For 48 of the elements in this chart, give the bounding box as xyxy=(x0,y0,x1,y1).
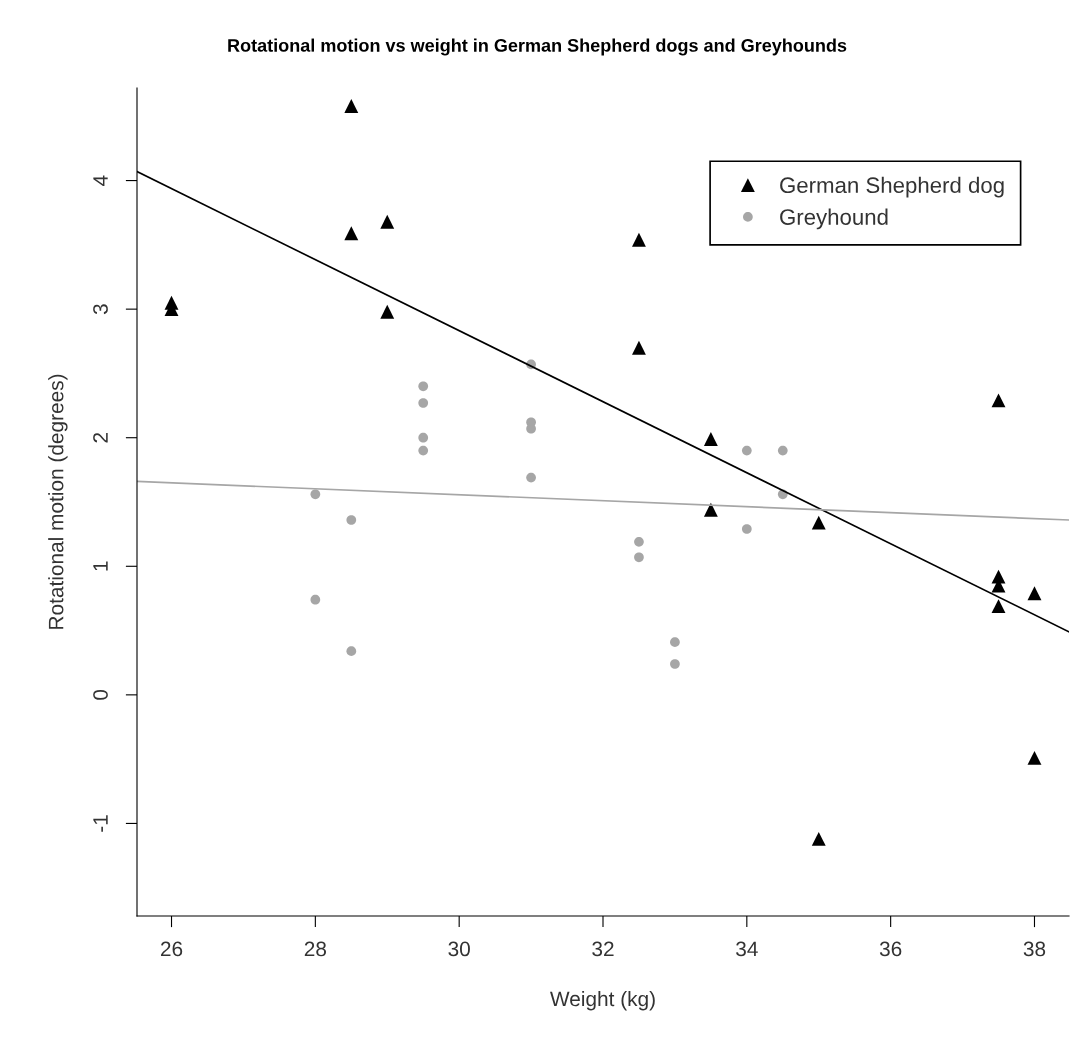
x-axis-title: Weight (kg) xyxy=(550,990,655,1011)
point xyxy=(670,637,680,647)
y-tick-label: 3 xyxy=(93,304,108,315)
x-tick-label: 30 xyxy=(448,941,470,957)
point xyxy=(310,489,321,500)
y-tick-label: 1 xyxy=(93,561,108,571)
point xyxy=(346,515,357,525)
x-tick-label: 32 xyxy=(592,941,614,957)
point xyxy=(310,594,321,605)
point xyxy=(380,214,395,229)
x-tick-label: 26 xyxy=(160,941,183,957)
point xyxy=(632,232,646,247)
x-tick-label: 34 xyxy=(736,941,758,957)
point xyxy=(741,445,752,456)
legend-label: German Shepherd dog xyxy=(780,176,1004,198)
point xyxy=(634,552,644,563)
x-tick-label: 28 xyxy=(304,941,327,957)
point xyxy=(1027,750,1042,765)
point xyxy=(380,304,395,319)
point xyxy=(632,340,646,355)
y-tick-label: 4 xyxy=(93,175,108,186)
point xyxy=(991,393,1006,408)
point xyxy=(703,502,718,517)
point xyxy=(1027,586,1042,601)
point xyxy=(741,524,752,534)
y-tick-label: 0 xyxy=(93,689,108,700)
point xyxy=(811,831,826,846)
x-tick-label: 36 xyxy=(879,941,902,957)
point xyxy=(777,445,788,456)
point xyxy=(418,445,429,456)
point xyxy=(811,515,826,530)
y-axis-title: Rotational motion (degrees) xyxy=(48,374,68,629)
y-tick-label: -1 xyxy=(93,815,108,832)
point xyxy=(526,472,536,483)
point xyxy=(991,599,1006,614)
point xyxy=(344,99,359,113)
y-tick-label: 2 xyxy=(93,432,108,443)
legend-label: Greyhound xyxy=(780,208,888,230)
point xyxy=(418,398,429,408)
point xyxy=(418,381,429,392)
point xyxy=(703,432,718,446)
point xyxy=(418,432,429,443)
point xyxy=(670,659,680,669)
point xyxy=(634,537,644,547)
chart-title: Rotational motion vs weight in German Shepherd dogs and Greyhounds xyxy=(228,38,847,56)
point xyxy=(344,226,359,241)
x-tick-label: 38 xyxy=(1023,941,1046,957)
point xyxy=(346,646,357,656)
